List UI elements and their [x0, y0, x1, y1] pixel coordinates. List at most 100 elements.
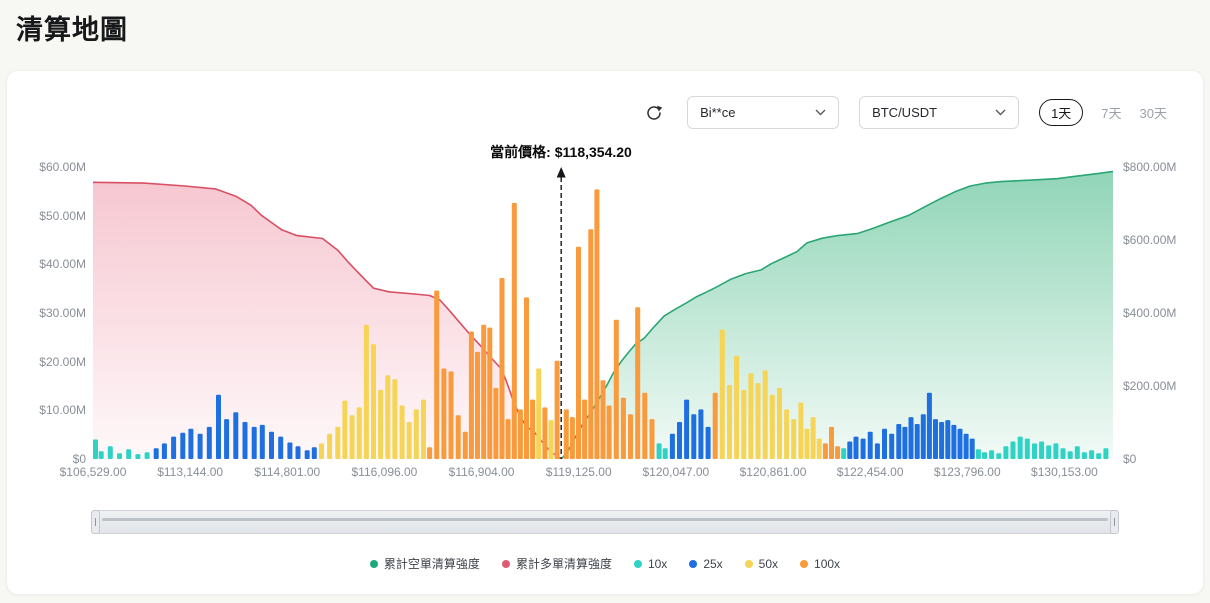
- liquidation-bar-100x[interactable]: [600, 380, 606, 459]
- liquidation-bar-50x[interactable]: [421, 399, 426, 459]
- liquidation-bar-100x[interactable]: [542, 407, 548, 459]
- liquidation-bar-50x[interactable]: [798, 402, 804, 460]
- liquidation-bar-50x[interactable]: [741, 389, 747, 459]
- liquidation-bar-25x[interactable]: [939, 422, 945, 459]
- liquidation-bar-25x[interactable]: [153, 448, 159, 459]
- liquidation-bar-25x[interactable]: [259, 424, 265, 459]
- liquidation-bar-100x[interactable]: [475, 351, 480, 459]
- liquidation-bar-25x[interactable]: [684, 399, 690, 459]
- liquidation-bar-50x[interactable]: [378, 389, 384, 459]
- liquidation-bar-100x[interactable]: [582, 399, 588, 459]
- pair-select[interactable]: BTC/USDT: [859, 96, 1020, 129]
- liquidation-bar-25x[interactable]: [951, 424, 957, 459]
- liquidation-bar-10x[interactable]: [93, 439, 98, 460]
- liquidation-bar-10x[interactable]: [996, 453, 1002, 459]
- liquidation-bar-100x[interactable]: [448, 371, 454, 459]
- legend-item[interactable]: 25x: [689, 557, 723, 571]
- liquidation-bar-10x[interactable]: [989, 450, 995, 459]
- liquidation-bar-50x[interactable]: [335, 426, 341, 459]
- liquidation-bar-25x[interactable]: [914, 424, 920, 459]
- liquidation-bar-100x[interactable]: [441, 368, 447, 460]
- navigator-right-handle[interactable]: [1110, 510, 1119, 534]
- liquidation-bar-50x[interactable]: [399, 405, 405, 460]
- liquidation-bar-25x[interactable]: [920, 414, 926, 459]
- liquidation-bar-100x[interactable]: [505, 419, 511, 459]
- liquidation-bar-50x[interactable]: [327, 433, 333, 459]
- liquidation-bar-50x[interactable]: [719, 329, 725, 460]
- liquidation-bar-50x[interactable]: [406, 422, 412, 459]
- liquidation-bar-25x[interactable]: [171, 436, 177, 459]
- liquidation-bar-25x[interactable]: [874, 443, 880, 459]
- liquidation-bar-10x[interactable]: [841, 448, 847, 459]
- liquidation-bar-25x[interactable]: [677, 422, 682, 459]
- liquidation-bar-100x[interactable]: [455, 415, 461, 459]
- liquidation-bar-50x[interactable]: [727, 385, 732, 459]
- liquidation-bar-25x[interactable]: [945, 420, 951, 459]
- liquidation-bar-100x[interactable]: [635, 307, 641, 459]
- liquidation-bar-25x[interactable]: [206, 426, 212, 459]
- liquidation-bar-25x[interactable]: [278, 436, 284, 459]
- liquidation-bar-25x[interactable]: [242, 422, 248, 459]
- liquidation-bar-10x[interactable]: [144, 452, 150, 459]
- liquidation-bar-100x[interactable]: [563, 409, 569, 459]
- liquidation-bar-25x[interactable]: [287, 442, 293, 460]
- liquidation-bar-100x[interactable]: [468, 331, 474, 460]
- liquidation-bar-100x[interactable]: [481, 324, 487, 459]
- liquidation-bar-10x[interactable]: [1032, 443, 1037, 459]
- liquidation-bar-50x[interactable]: [536, 368, 542, 460]
- legend-item[interactable]: 累計空單清算強度: [369, 555, 480, 572]
- liquidation-bar-10x[interactable]: [975, 449, 981, 459]
- liquidation-bar-10x[interactable]: [126, 449, 132, 459]
- liquidation-bar-25x[interactable]: [933, 419, 938, 459]
- liquidation-bar-100x[interactable]: [493, 387, 499, 459]
- liquidation-bar-25x[interactable]: [251, 426, 257, 459]
- liquidation-bar-100x[interactable]: [517, 409, 523, 459]
- liquidation-bar-25x[interactable]: [889, 433, 895, 459]
- liquidation-bar-10x[interactable]: [1024, 438, 1030, 459]
- range-30d-button[interactable]: 30天: [1140, 99, 1167, 126]
- liquidation-bar-50x[interactable]: [804, 428, 810, 459]
- liquidation-bar-100x[interactable]: [554, 360, 560, 459]
- liquidation-bar-100x[interactable]: [649, 419, 655, 459]
- chart-navigator[interactable]: [91, 510, 1119, 534]
- liquidation-bar-25x[interactable]: [847, 441, 853, 460]
- liquidation-bar-50x[interactable]: [762, 370, 768, 459]
- liquidation-bar-50x[interactable]: [816, 438, 822, 459]
- liquidation-bar-100x[interactable]: [569, 417, 575, 459]
- liquidation-bar-100x[interactable]: [835, 446, 841, 459]
- liquidation-bar-50x[interactable]: [371, 344, 376, 459]
- liquidation-bar-25x[interactable]: [295, 446, 301, 459]
- liquidation-bar-50x[interactable]: [392, 379, 398, 459]
- liquidation-bar-25x[interactable]: [853, 436, 859, 459]
- liquidation-bar-25x[interactable]: [233, 412, 239, 459]
- liquidation-bar-100x[interactable]: [434, 290, 440, 459]
- legend-item[interactable]: 50x: [744, 557, 778, 571]
- liquidation-bar-10x[interactable]: [1081, 452, 1087, 459]
- range-1d-button[interactable]: 1天: [1039, 99, 1084, 126]
- liquidation-bar-10x[interactable]: [98, 451, 104, 459]
- liquidation-bar-10x[interactable]: [117, 453, 122, 459]
- liquidation-bar-50x[interactable]: [748, 373, 754, 459]
- liquidation-bar-25x[interactable]: [908, 417, 914, 459]
- liquidation-bar-50x[interactable]: [319, 443, 324, 459]
- liquidation-bar-100x[interactable]: [620, 397, 626, 459]
- liquidation-bar-50x[interactable]: [734, 355, 740, 459]
- liquidation-bar-100x[interactable]: [642, 392, 648, 459]
- liquidation-bar-25x[interactable]: [161, 443, 167, 459]
- liquidation-bar-10x[interactable]: [1096, 453, 1102, 459]
- liquidation-bar-100x[interactable]: [628, 414, 633, 459]
- liquidation-bar-10x[interactable]: [982, 452, 987, 459]
- liquidation-bar-10x[interactable]: [662, 448, 668, 459]
- liquidation-bar-25x[interactable]: [311, 447, 317, 459]
- navigator-left-handle[interactable]: [91, 510, 100, 534]
- liquidation-bar-50x[interactable]: [755, 383, 761, 459]
- liquidation-bar-50x[interactable]: [769, 394, 775, 459]
- liquidation-bar-25x[interactable]: [860, 438, 866, 459]
- liquidation-bar-50x[interactable]: [810, 417, 816, 459]
- liquidation-bar-10x[interactable]: [1053, 443, 1059, 459]
- liquidation-bar-25x[interactable]: [698, 409, 704, 459]
- liquidation-bar-100x[interactable]: [427, 447, 433, 459]
- liquidation-bar-100x[interactable]: [594, 189, 600, 459]
- liquidation-bar-25x[interactable]: [669, 433, 675, 459]
- liquidation-bar-50x[interactable]: [784, 409, 790, 459]
